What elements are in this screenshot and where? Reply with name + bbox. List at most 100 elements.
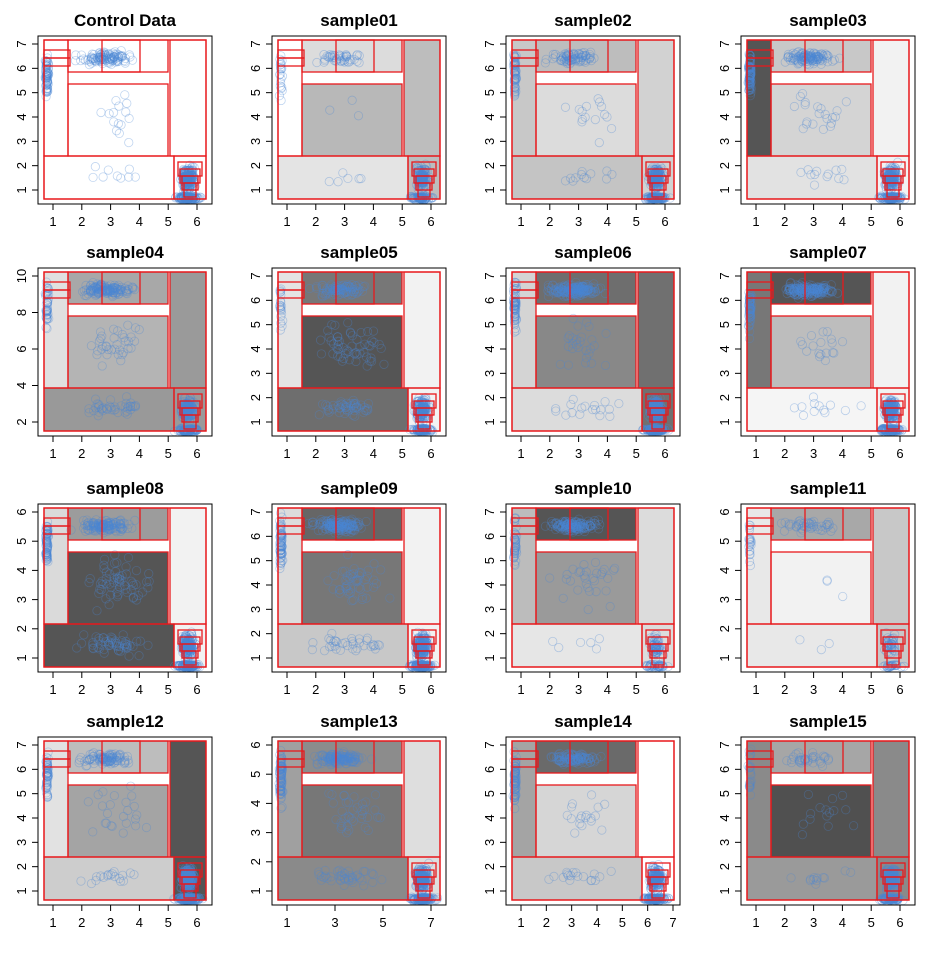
gate-bottom — [44, 388, 174, 431]
data-point — [650, 402, 660, 412]
gate-boundary — [886, 182, 900, 198]
data-point — [333, 340, 344, 350]
data-point — [94, 523, 104, 533]
data-point — [183, 166, 193, 176]
y-tick-label: 8 — [14, 309, 29, 316]
data-point — [97, 576, 107, 586]
data-point — [362, 361, 372, 371]
data-point — [808, 286, 819, 296]
x-tick-label: 2 — [546, 446, 553, 461]
data-point — [105, 287, 115, 297]
data-point — [115, 520, 125, 530]
data-point — [405, 192, 416, 202]
data-point — [886, 193, 896, 203]
data-point — [790, 55, 800, 65]
data-point — [342, 280, 353, 290]
data-point — [99, 282, 110, 292]
data-point — [421, 404, 432, 414]
data-point — [130, 515, 140, 525]
data-point — [814, 54, 824, 64]
data-point — [92, 289, 102, 300]
data-point — [744, 287, 754, 297]
data-point — [187, 193, 197, 203]
data-point — [816, 287, 827, 297]
data-point — [570, 284, 580, 294]
data-point — [42, 87, 52, 97]
data-point — [178, 648, 188, 658]
data-point — [885, 404, 896, 414]
data-point — [318, 283, 328, 293]
data-point — [79, 630, 89, 640]
data-point — [183, 193, 193, 203]
data-point — [275, 54, 285, 64]
data-point — [821, 348, 831, 358]
data-point — [187, 408, 197, 418]
data-point — [323, 404, 334, 414]
data-point — [651, 425, 661, 435]
y-tick-label: 7 — [14, 40, 29, 47]
data-point — [825, 400, 836, 410]
data-point — [324, 284, 335, 294]
data-point — [362, 327, 373, 337]
data-point — [182, 425, 192, 435]
data-point — [352, 51, 362, 61]
data-point — [811, 51, 822, 61]
data-point — [650, 165, 660, 175]
data-point — [810, 284, 820, 295]
y-tick-label: 6 — [482, 65, 497, 72]
data-point — [814, 289, 825, 299]
data-point — [113, 284, 123, 294]
data-point — [42, 313, 52, 324]
data-point — [888, 425, 898, 435]
data-point — [884, 193, 894, 203]
data-point — [339, 288, 349, 298]
data-point — [319, 50, 329, 60]
data-point — [820, 355, 830, 366]
data-point — [744, 62, 754, 72]
data-point — [103, 286, 113, 296]
data-point — [824, 288, 834, 298]
data-point — [809, 289, 819, 299]
data-point — [192, 425, 202, 435]
data-point — [744, 85, 754, 95]
data-point — [347, 341, 357, 351]
data-point — [509, 299, 519, 309]
data-point — [86, 287, 96, 297]
data-point — [178, 640, 188, 651]
data-point — [887, 425, 897, 435]
data-point — [744, 62, 754, 72]
data-point — [118, 519, 128, 529]
data-point — [183, 177, 193, 187]
data-point — [889, 411, 899, 421]
data-point — [116, 520, 126, 530]
y-tick-label: 4 — [14, 382, 29, 389]
data-point — [791, 283, 801, 293]
data-point — [826, 334, 836, 344]
data-point — [813, 51, 823, 62]
data-point — [319, 57, 329, 67]
data-point — [654, 193, 664, 203]
data-point — [170, 193, 181, 203]
gate-top-cluster — [68, 508, 168, 540]
data-point — [599, 109, 610, 120]
data-point — [549, 285, 560, 295]
data-point — [332, 285, 342, 295]
data-point — [789, 283, 800, 293]
data-point — [421, 166, 431, 176]
data-point — [420, 398, 431, 408]
data-point — [889, 405, 899, 415]
data-point — [648, 162, 658, 172]
data-point — [655, 170, 665, 180]
data-point — [99, 563, 109, 574]
data-point — [822, 327, 832, 337]
data-point — [807, 289, 817, 299]
data-point — [548, 280, 558, 290]
data-point — [571, 53, 581, 64]
data-point — [808, 119, 818, 129]
data-point — [98, 528, 109, 538]
data-point — [802, 288, 813, 298]
data-point — [333, 290, 343, 300]
data-point — [335, 403, 345, 413]
data-point — [653, 193, 663, 203]
data-point — [336, 56, 346, 67]
